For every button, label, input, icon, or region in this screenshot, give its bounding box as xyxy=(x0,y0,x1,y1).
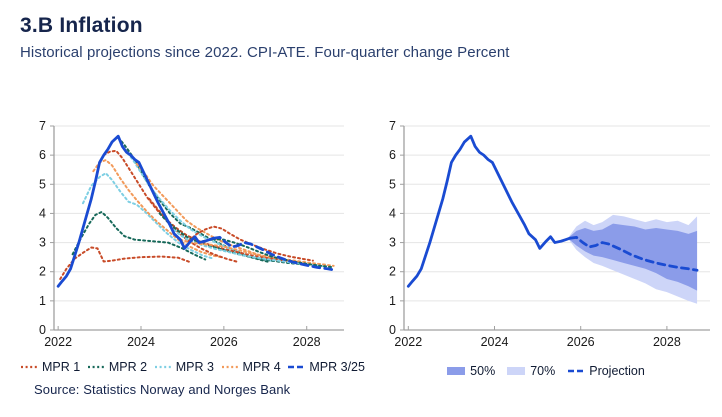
legend-label: MPR 3 xyxy=(175,360,214,374)
x-tick-label: 2024 xyxy=(481,335,509,349)
x-tick-label: 2026 xyxy=(567,335,595,349)
y-tick-label: 0 xyxy=(39,323,46,337)
series-mpr-2-24 xyxy=(158,212,312,267)
series-mpr-3-22 xyxy=(82,172,215,260)
y-tick-label: 4 xyxy=(389,206,396,220)
series-mpr-3-23 xyxy=(123,148,275,263)
y-tick-label: 2 xyxy=(389,265,396,279)
x-tick-label: 2026 xyxy=(210,335,238,349)
y-tick-label: 7 xyxy=(389,119,396,133)
series-cpi-ate-actual xyxy=(56,134,215,288)
series-mpr-2-22 xyxy=(71,210,207,261)
series-mpr-4-24 xyxy=(179,238,335,267)
series-mpr-2-25 xyxy=(202,238,333,269)
legend-label: 50% xyxy=(470,364,496,378)
y-tick-label: 5 xyxy=(389,177,396,191)
source-text: Source: Statistics Norway and Norges Ban… xyxy=(34,382,291,397)
historical-projections-chart: 2022 2024 2026 2028 0 1 2 3 4 5 6 7 xyxy=(39,119,344,349)
y-tick-label: 3 xyxy=(39,236,46,250)
uncertainty-band-50% xyxy=(567,223,698,291)
y-tick-label: 4 xyxy=(39,206,46,220)
dotted-line-icon xyxy=(87,365,106,369)
y-tick-label: 2 xyxy=(39,265,46,279)
legend-item-projection: Projection xyxy=(567,364,645,378)
y-tick-label: 6 xyxy=(389,148,396,162)
x-tick-label: 2022 xyxy=(44,335,72,349)
legend-item-mpr-2: MPR 2 xyxy=(87,360,147,374)
band-swatch-icon xyxy=(447,367,466,375)
legend-item-mpr-3-25: MPR 3/25 xyxy=(287,360,365,374)
dotted-line-icon xyxy=(221,365,240,369)
legend-item-70-: 70% xyxy=(507,364,555,378)
legend-label: MPR 1 xyxy=(42,360,81,374)
legend-item-mpr-4: MPR 4 xyxy=(221,360,281,374)
y-tick-label: 7 xyxy=(39,119,46,133)
y-tick-label: 6 xyxy=(39,148,46,162)
dotted-line-icon xyxy=(154,365,173,369)
series-mpr-1-22 xyxy=(59,246,192,280)
series-mpr-1-25 xyxy=(187,225,314,262)
x-tick-label: 2024 xyxy=(127,335,155,349)
fan-projection-chart: 2022 2024 2026 2028 0 1 2 3 4 5 6 7 xyxy=(389,119,710,349)
series-mpr-1-24 xyxy=(148,197,300,264)
x-tick-label: 2022 xyxy=(394,335,422,349)
series-projection xyxy=(568,235,699,272)
legend-label: MPR 4 xyxy=(242,360,281,374)
right-chart-legend: 50% 70% Projection xyxy=(372,364,720,378)
page-subtitle: Historical projections since 2022. CPI-A… xyxy=(20,44,510,61)
y-tick-label: 0 xyxy=(389,323,396,337)
dotted-line-icon xyxy=(21,365,39,369)
series-mpr-3-25-projection xyxy=(212,235,338,272)
series-mpr-1-23 xyxy=(102,149,238,263)
legend-label: 70% xyxy=(530,364,556,378)
legend-label: MPR 3/25 xyxy=(309,360,365,374)
series-mpr-4-22 xyxy=(92,159,223,259)
legend-label: MPR 2 xyxy=(108,360,148,374)
y-tick-label: 1 xyxy=(389,294,396,308)
x-tick-label: 2028 xyxy=(653,335,681,349)
x-tick-label: 2028 xyxy=(293,335,321,349)
y-tick-label: 1 xyxy=(39,294,46,308)
dashed-line-icon xyxy=(568,369,587,373)
page-title: 3.B Inflation xyxy=(20,14,143,37)
y-tick-label: 3 xyxy=(389,236,396,250)
y-tick-label: 5 xyxy=(39,177,46,191)
series-cpi-ate-actual xyxy=(406,134,572,288)
band-swatch-icon xyxy=(507,367,526,375)
legend-item-mpr-1: MPR 1 xyxy=(20,360,80,374)
legend-label: Projection xyxy=(589,364,645,378)
legend-item-50-: 50% xyxy=(447,364,495,378)
left-chart-legend: MPR 1 MPR 2 MPR 3 MPR 4 MPR 3/25 xyxy=(20,360,365,374)
series-mpr-4-23 xyxy=(135,162,277,262)
legend-item-mpr-3: MPR 3 xyxy=(154,360,214,374)
dashed-line-icon xyxy=(288,365,307,369)
